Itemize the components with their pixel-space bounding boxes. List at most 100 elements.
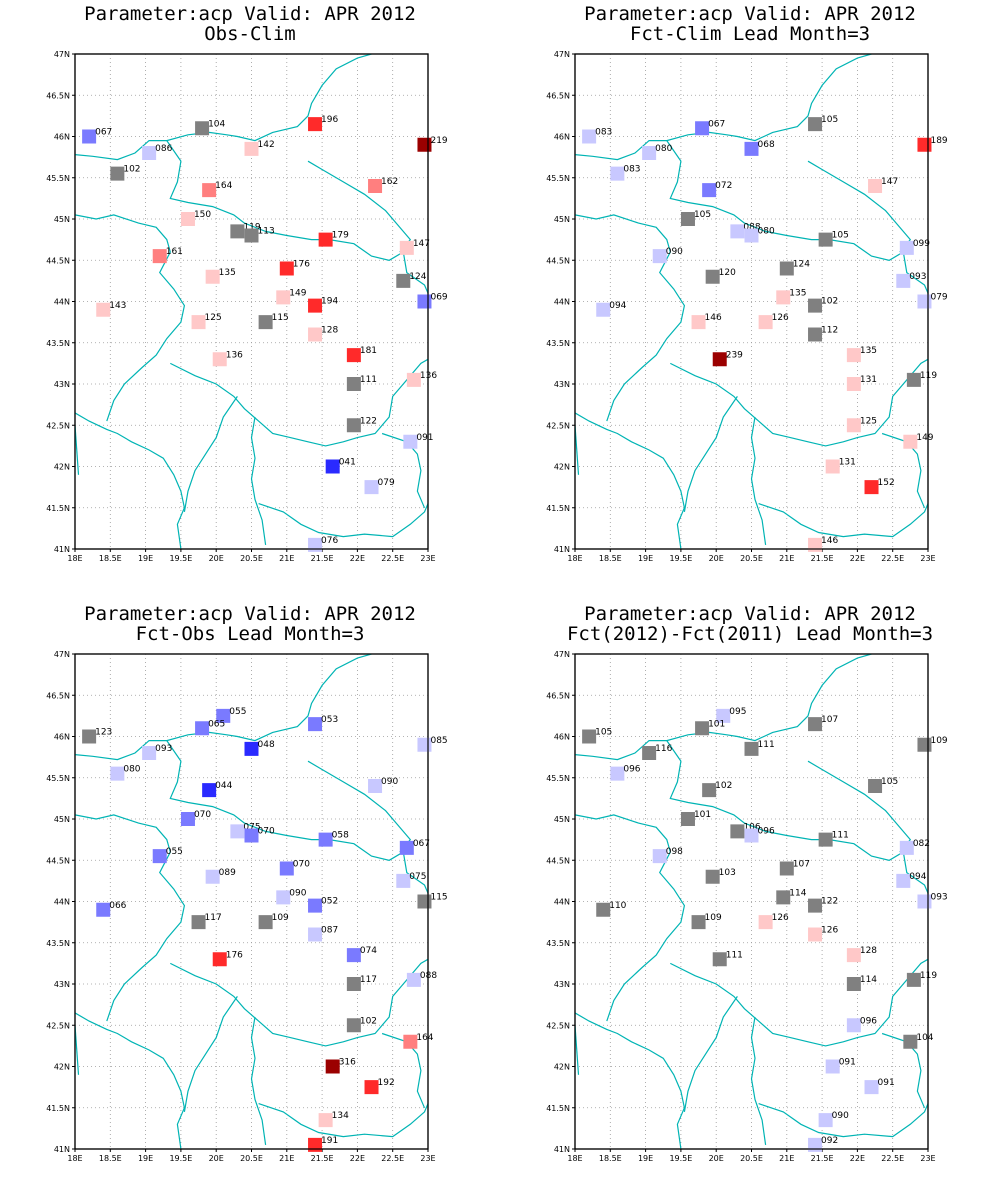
- station-value-label: 083: [623, 165, 640, 175]
- lat-tick-label: 45N: [54, 215, 70, 224]
- border-line: [75, 1012, 186, 1149]
- station-value-label: 102: [821, 297, 838, 307]
- station-marker: [846, 977, 861, 991]
- station-value-label: 126: [772, 313, 789, 323]
- lat-tick-label: 43.5N: [46, 939, 70, 948]
- station-marker: [346, 1018, 361, 1033]
- lon-tick-label: 21E: [779, 554, 794, 563]
- station-marker: [846, 377, 861, 391]
- station-value-label: 106: [743, 822, 760, 832]
- border-line: [807, 160, 912, 253]
- station-marker: [903, 1034, 918, 1049]
- station-marker: [691, 315, 706, 330]
- station-marker: [808, 1137, 823, 1152]
- station-value-label: 239: [726, 350, 743, 360]
- station-value-label: 095: [729, 707, 746, 717]
- border-line: [683, 396, 738, 513]
- border-line: [807, 760, 912, 853]
- lat-tick-label: 47N: [54, 650, 70, 659]
- station-marker: [110, 166, 125, 181]
- lat-tick-label: 43N: [554, 980, 570, 989]
- station-value-label: 105: [595, 728, 612, 738]
- panel-4-title-line2: Fct(2012)-Fct(2011) Lead Month=3: [566, 623, 934, 645]
- panel-4-title-line1: Parameter:acp Valid: APR 2012: [584, 603, 916, 625]
- panel-3-title: Parameter:acp Valid: APR 2012 Fct-Obs Le…: [0, 604, 500, 644]
- border-line: [170, 958, 428, 1047]
- station-marker: [346, 977, 361, 991]
- station-value-label: 091: [878, 1078, 895, 1088]
- station-marker: [96, 902, 111, 917]
- lat-tick-label: 42.5N: [46, 421, 70, 430]
- map-panel-1: 18E 18.5E 19E 19.5E 20E 20.5E 21E 21.5E 22E 22.5E…: [46, 50, 448, 563]
- station-value-label: 102: [123, 165, 140, 175]
- station-marker: [96, 302, 111, 317]
- station-marker: [808, 117, 823, 132]
- station-value-label: 142: [258, 140, 275, 150]
- lat-tick-label: 44N: [554, 298, 570, 307]
- lat-tick-label: 41.5N: [546, 1104, 570, 1113]
- station-value-label: 107: [821, 715, 838, 725]
- station-marker: [346, 348, 361, 363]
- station-value-label: 090: [289, 888, 306, 898]
- station-marker: [403, 1034, 418, 1049]
- station-value-label: 069: [430, 293, 447, 303]
- lon-tick-label: 18E: [567, 554, 582, 563]
- lat-tick-label: 42.5N: [546, 1021, 570, 1030]
- border-line: [381, 1032, 426, 1109]
- station-marker: [258, 915, 273, 930]
- border-line: [750, 416, 767, 545]
- station-marker: [808, 717, 823, 732]
- station-value-label: 104: [208, 119, 225, 129]
- station-value-label: 135: [789, 288, 806, 298]
- station-marker: [716, 708, 731, 723]
- border-line: [170, 358, 428, 447]
- station-value-label: 136: [420, 371, 437, 381]
- station-value-label: 119: [920, 971, 937, 981]
- lat-tick-label: 43.5N: [546, 939, 570, 948]
- station-marker: [399, 240, 414, 255]
- station-marker: [318, 832, 333, 847]
- station-marker: [846, 948, 861, 963]
- border-line: [250, 416, 267, 545]
- station-value-label: 079: [930, 293, 947, 303]
- station-value-label: 219: [430, 136, 447, 146]
- station-value-label: 124: [793, 260, 810, 270]
- lat-tick-label: 41N: [554, 545, 570, 554]
- station-marker: [152, 849, 167, 864]
- station-value-label: 110: [609, 901, 626, 911]
- station-marker: [308, 927, 323, 942]
- map-panel-2: 18E 18.5E 19E 19.5E 20E 20.5E 21E 21.5E 22E 22.5E…: [546, 50, 948, 563]
- border-line: [183, 396, 238, 513]
- station-marker: [216, 708, 231, 723]
- station-marker: [702, 783, 717, 798]
- station-marker: [744, 228, 759, 243]
- station-marker: [864, 480, 879, 495]
- station-marker: [864, 1080, 879, 1095]
- station-value-label: 098: [666, 847, 683, 857]
- station-marker: [368, 179, 383, 193]
- station-value-label: 094: [609, 301, 626, 311]
- station-value-label: 112: [821, 326, 838, 336]
- lat-tick-label: 46.5N: [46, 691, 70, 700]
- station-value-label: 101: [694, 810, 711, 820]
- lat-tick-label: 42N: [554, 1063, 570, 1072]
- station-value-label: 067: [708, 119, 725, 129]
- border-line: [758, 503, 928, 538]
- lat-tick-label: 45N: [554, 815, 570, 824]
- station-value-label: 065: [208, 719, 225, 729]
- station-marker: [712, 352, 727, 367]
- border-line: [758, 1103, 928, 1138]
- border-line: [381, 432, 426, 509]
- lat-tick-label: 44.5N: [546, 856, 570, 865]
- station-marker: [846, 1018, 861, 1033]
- lat-tick-label: 45.5N: [46, 174, 70, 183]
- station-value-label: 113: [258, 227, 275, 237]
- panel-3-title-line1: Parameter:acp Valid: APR 2012: [84, 603, 416, 625]
- station-value-label: 090: [832, 1111, 849, 1121]
- station-value-label: 102: [715, 781, 732, 791]
- station-marker: [417, 737, 432, 752]
- station-marker: [868, 779, 883, 793]
- station-value-label: 131: [860, 375, 877, 385]
- station-value-label: 094: [909, 872, 926, 882]
- station-marker: [230, 824, 245, 839]
